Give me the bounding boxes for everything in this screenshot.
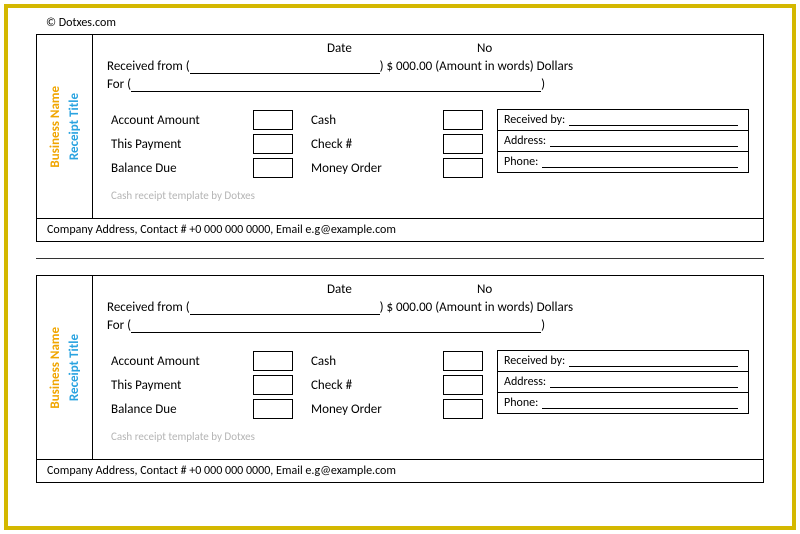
received-from-line: Received from () $ 000.00 (Amount in wor… [107, 300, 749, 315]
footer-text: Company Address, Contact # +0 000 000 00… [37, 218, 763, 241]
this-payment-box [253, 375, 293, 395]
page-border: © Dotxes.com Business Name Receipt Title… [4, 4, 796, 530]
cash-box [443, 110, 483, 130]
phone-box: Phone: [497, 151, 749, 173]
receipt-block: Business Name Receipt Title Date No Rece… [36, 275, 764, 483]
money-order-label: Money Order [307, 161, 443, 176]
for-blank [131, 319, 541, 333]
balance-due-label: Balance Due [107, 402, 253, 417]
money-order-box [443, 399, 483, 419]
money-order-box [443, 158, 483, 178]
credit-text: Cash receipt template by Dotxes [107, 189, 749, 202]
credit-text: Cash receipt template by Dotxes [107, 430, 749, 443]
receipt-block: Business Name Receipt Title Date No Rece… [36, 34, 764, 242]
cash-label: Cash [307, 354, 443, 369]
this-payment-box [253, 134, 293, 154]
for-line: For () [107, 318, 749, 333]
check-label: Check # [307, 137, 443, 152]
copyright-text: © Dotxes.com [46, 16, 764, 30]
cash-box [443, 351, 483, 371]
received-from-blank [190, 60, 380, 74]
business-name-label: Business Name [48, 86, 63, 168]
address-box: Address: [497, 130, 749, 152]
cash-label: Cash [307, 113, 443, 128]
balance-due-box [253, 399, 293, 419]
received-from-line: Received from () $ 000.00 (Amount in wor… [107, 59, 749, 74]
footer-text: Company Address, Contact # +0 000 000 00… [37, 459, 763, 482]
for-line: For () [107, 77, 749, 92]
account-amount-label: Account Amount [107, 354, 253, 369]
phone-box: Phone: [497, 392, 749, 414]
sidebar: Business Name Receipt Title [37, 35, 93, 218]
check-box [443, 134, 483, 154]
for-blank [131, 78, 541, 92]
business-name-label: Business Name [48, 327, 63, 409]
no-label: No [477, 41, 492, 56]
balance-due-box [253, 158, 293, 178]
address-box: Address: [497, 371, 749, 393]
account-amount-box [253, 351, 293, 371]
this-payment-label: This Payment [107, 378, 253, 393]
check-label: Check # [307, 378, 443, 393]
no-label: No [477, 282, 492, 297]
received-by-box: Received by: [497, 350, 749, 372]
received-by-box: Received by: [497, 109, 749, 131]
check-box [443, 375, 483, 395]
divider-line [36, 258, 764, 259]
receipt-title-label: Receipt Title [67, 334, 82, 401]
account-amount-box [253, 110, 293, 130]
account-amount-label: Account Amount [107, 113, 253, 128]
receipt-title-label: Receipt Title [67, 93, 82, 160]
date-label: Date [327, 282, 477, 297]
this-payment-label: This Payment [107, 137, 253, 152]
received-from-blank [190, 301, 380, 315]
balance-due-label: Balance Due [107, 161, 253, 176]
sidebar: Business Name Receipt Title [37, 276, 93, 459]
date-label: Date [327, 41, 477, 56]
money-order-label: Money Order [307, 402, 443, 417]
